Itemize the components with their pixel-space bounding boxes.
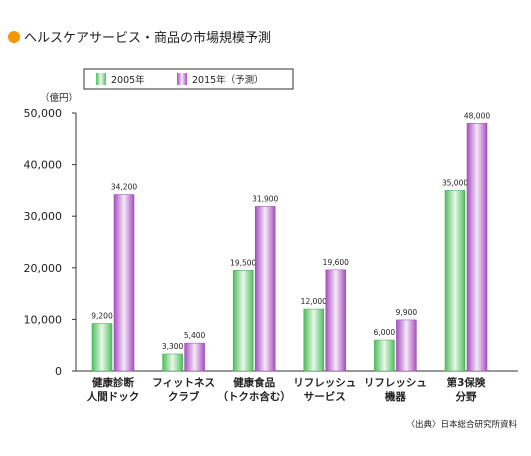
bar-2015	[396, 319, 417, 372]
y-tick-label: 50,000	[24, 107, 63, 120]
legend: 2005年 2015年（予測）	[83, 68, 294, 90]
category-label: （トクホ含む）	[217, 390, 291, 403]
bar-2005	[91, 323, 113, 372]
category-label: 健康食品	[233, 376, 275, 389]
y-tick-label: 40,000	[24, 159, 63, 172]
source-note: 〈出典〉日本総合研究所資料	[406, 419, 517, 430]
bar-value-label: 48,000	[464, 111, 490, 120]
legend-label-2005: 2005年	[111, 74, 145, 86]
category-label: 人間ドック	[87, 390, 140, 403]
bar-2005	[162, 353, 183, 372]
category-label: リフレッシュ	[293, 377, 356, 389]
y-tick-label: 0	[55, 365, 62, 378]
y-tick-label: 30,000	[24, 210, 63, 223]
bar-2015	[113, 194, 135, 372]
bar-value-label: 35,000	[442, 178, 468, 187]
legend-swatch-2005	[96, 73, 106, 85]
category-label: フィットネス	[152, 377, 215, 389]
bar-value-label: 12,000	[301, 297, 327, 306]
bar-value-label: 19,600	[323, 258, 349, 267]
category-label: 機器	[385, 390, 406, 403]
bar-2005	[232, 270, 254, 372]
bar-2005	[374, 339, 395, 372]
bar-2005	[303, 308, 325, 372]
bar-value-label: 31,900	[252, 194, 278, 203]
category-label: クラブ	[168, 390, 200, 403]
bar-value-label: 34,200	[111, 183, 137, 192]
y-axis-unit: （億円）	[40, 92, 78, 104]
title-bullet-icon	[8, 31, 20, 43]
category-label: 分野	[456, 390, 477, 403]
bar-2015	[184, 342, 205, 372]
bar-2015	[254, 206, 276, 372]
bar-2015	[466, 123, 488, 372]
y-tick-label: 20,000	[24, 262, 63, 275]
category-label: 健康診断	[92, 376, 134, 389]
chart-title: ヘルスケアサービス・商品の市場規模予測	[24, 30, 271, 46]
bar-value-label: 6,000	[374, 328, 396, 337]
bar-value-label: 3,300	[162, 342, 184, 351]
bar-2015	[325, 269, 347, 372]
category-label: リフレッシュ	[364, 377, 427, 389]
bar-value-label: 5,400	[184, 331, 206, 340]
legend-swatch-2015	[177, 73, 187, 85]
y-tick-label: 10,000	[24, 313, 63, 326]
category-label: 第3保険	[447, 376, 486, 389]
bar-value-label: 9,200	[91, 312, 113, 321]
legend-label-2015: 2015年（予測）	[192, 74, 264, 86]
bar-value-label: 19,500	[230, 258, 256, 267]
bar-2005	[444, 190, 466, 372]
category-label: サービス	[304, 390, 346, 403]
bar-value-label: 9,900	[396, 308, 418, 317]
legend-frame	[83, 68, 294, 90]
